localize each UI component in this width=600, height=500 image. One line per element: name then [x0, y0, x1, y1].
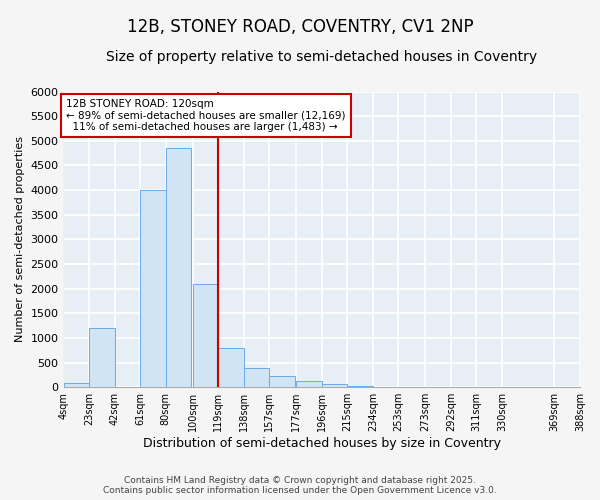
Bar [269, 376, 295, 387]
Bar [296, 381, 322, 387]
Bar [193, 284, 218, 387]
Bar [244, 368, 269, 387]
Bar [64, 384, 89, 387]
Title: Size of property relative to semi-detached houses in Coventry: Size of property relative to semi-detach… [106, 50, 538, 64]
X-axis label: Distribution of semi-detached houses by size in Coventry: Distribution of semi-detached houses by … [143, 437, 501, 450]
Bar [322, 384, 347, 387]
Bar [140, 190, 166, 387]
Text: Contains HM Land Registry data © Crown copyright and database right 2025.
Contai: Contains HM Land Registry data © Crown c… [103, 476, 497, 495]
Y-axis label: Number of semi-detached properties: Number of semi-detached properties [15, 136, 25, 342]
Bar [166, 148, 191, 387]
Bar [218, 348, 244, 387]
Bar [89, 328, 115, 387]
Text: 12B, STONEY ROAD, COVENTRY, CV1 2NP: 12B, STONEY ROAD, COVENTRY, CV1 2NP [127, 18, 473, 36]
Text: 12B STONEY ROAD: 120sqm
← 89% of semi-detached houses are smaller (12,169)
  11%: 12B STONEY ROAD: 120sqm ← 89% of semi-de… [66, 99, 346, 132]
Bar [347, 386, 373, 387]
